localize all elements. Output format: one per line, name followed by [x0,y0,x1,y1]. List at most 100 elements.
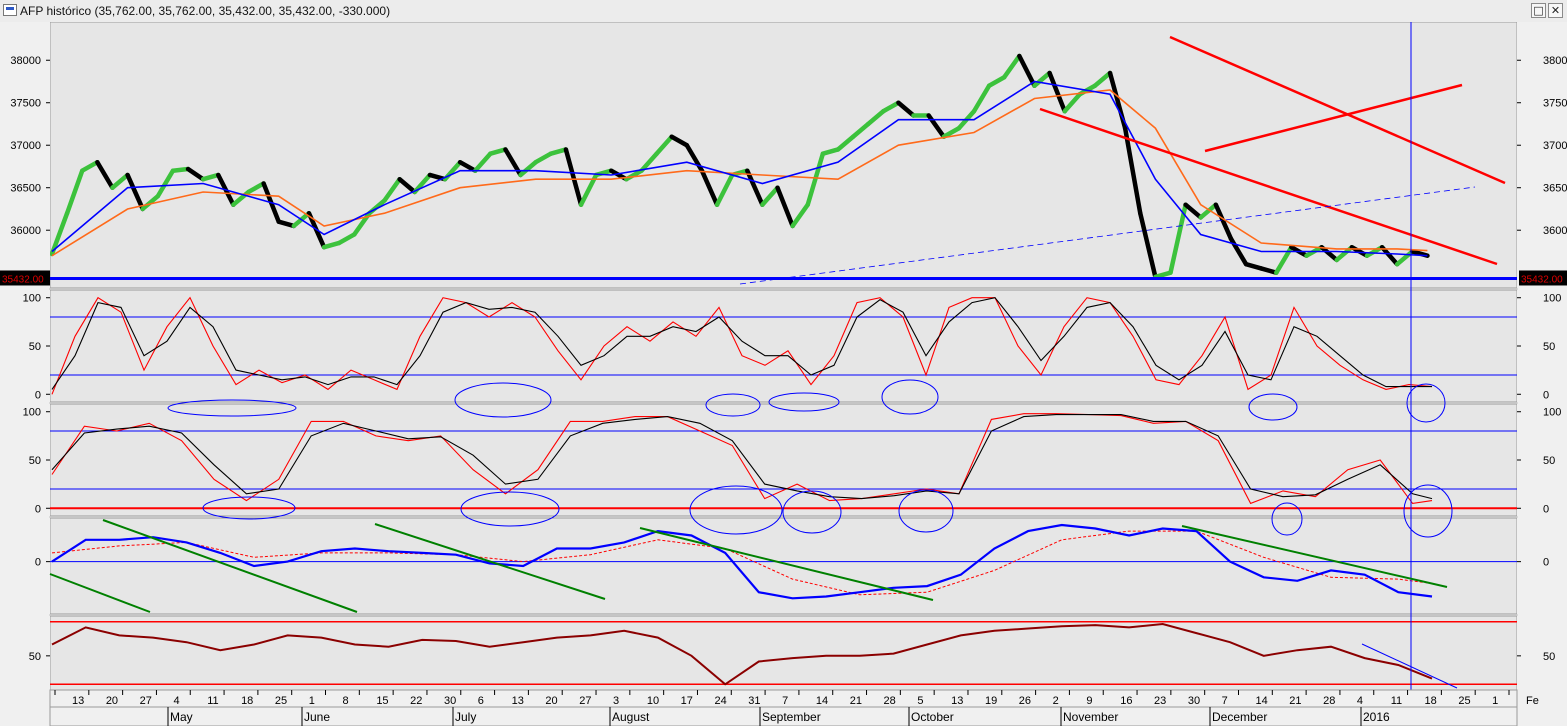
macd-trendline-1 [49,573,151,613]
xtick-label: 13 [72,695,84,707]
left-axis-0 [0,22,50,288]
ytick-label-right: 0 [1543,389,1549,401]
price-segment [79,159,100,173]
left-axis-2 [0,404,50,516]
price-segment [125,172,145,212]
price-segment [200,172,221,182]
price-segment [50,210,70,257]
stoch-fast-ellipse [1248,393,1298,421]
xtick-label: 1 [1492,695,1498,707]
ytick-label-right: 100 [1543,293,1561,305]
price-segment [488,147,508,156]
maximize-button[interactable]: □ [1531,3,1546,18]
ytick-label-right: 36500 [1543,183,1567,195]
xtick-label: 13 [512,695,524,707]
right-axis-0 [1517,22,1567,288]
price-segment [1183,202,1203,220]
ma_fast-line [51,80,1428,257]
xtick-label: 25 [275,695,287,707]
stoch-slow-ellipse [460,491,560,527]
left-axis-3 [0,518,50,614]
macd-line [51,523,1433,600]
stoch-fast-ellipse [167,399,297,417]
xtick-label: 11 [1391,695,1402,707]
price-segment [1213,202,1234,241]
ytick-label-right: 38000 [1543,55,1567,67]
ytick-label-right: 50 [1543,455,1555,467]
ytick-label-right: 37000 [1543,140,1567,152]
price-segment [110,172,130,190]
ytick-label-left: 37000 [10,140,41,152]
time-axis [49,689,1518,726]
price-segment [1032,70,1052,88]
xtick-label: 4 [1357,695,1363,707]
right-axis-4 [1517,616,1567,690]
ohlc-readout: (35,762.00, 35,762.00, 35,432.00, 35,432… [94,4,391,18]
stoch-fast-ellipse [1406,383,1446,423]
ytick-label-right: 50 [1543,341,1555,353]
price-segment [881,100,901,114]
close-button[interactable]: ✕ [1548,3,1563,18]
xtick-label: 19 [985,695,997,707]
price-segment [276,219,297,229]
price-tag-left [0,270,50,286]
price-segment [548,147,569,156]
price-segment [986,74,1007,88]
xtick-label: 31 [748,695,760,707]
rsi-trendline [1361,643,1458,689]
month-label: July [455,710,476,724]
month-label: May [170,710,193,724]
stoch-slow-ellipse [1403,484,1453,538]
price-segment [336,232,357,246]
window-chart-icon [3,4,17,16]
price-segment [835,134,856,152]
xtick-label: 27 [140,695,152,707]
month-label: October [911,710,954,724]
price-segment [639,151,659,173]
xtick-label: 6 [478,695,484,707]
trend-channel-line-2 [1204,83,1463,153]
price-segment [1168,202,1188,275]
right-axis-1 [1517,290,1567,402]
price-segment [971,83,992,114]
chart-canvas: 3600036000365003650037000370003750037500… [0,22,1567,726]
price-segment [170,166,191,173]
xtick-label: 13 [951,695,963,707]
ytick-label-right: 0 [1543,557,1549,569]
xtick-label: 9 [1086,695,1092,707]
dashed-trendline [739,186,1476,285]
ytick-label-right: 37500 [1543,98,1567,110]
stoch-1-k-line [51,296,1433,395]
ytick-label-left: 0 [35,389,41,401]
price-segment [1319,244,1340,263]
price-segment [714,172,735,207]
price-segment [699,168,720,207]
trend-channel-line-0 [1039,107,1498,266]
xtick-label: 1 [309,695,315,707]
price-segment [1394,249,1415,267]
panel-1-bg [49,289,1518,403]
xtick-label: 3 [613,695,619,707]
xtick-label: 26 [1019,695,1031,707]
price-segment [563,147,584,207]
price-segment [64,168,85,216]
month-label: June [304,710,330,724]
stoch-fast-ellipse [454,382,552,418]
stoch-fast-ellipse [881,379,939,415]
xtick-label: 16 [1120,695,1132,707]
macd-signal-line [51,530,1433,596]
price-tag-right-text: 35432.00 [1521,274,1563,285]
price-segment [1001,53,1022,80]
xtick-label: 2 [1053,695,1059,707]
xtick-label: 18 [1425,695,1437,707]
price-tag-right [1519,270,1567,286]
price-segment [1198,202,1219,220]
xtick-label: 10 [647,695,659,707]
price-segment [382,176,402,203]
price-segment [745,168,765,207]
xtick-label: 14 [1255,695,1267,707]
stoch-slow-ellipse [202,496,296,520]
window-title: AFP histórico [20,4,92,18]
xtick-label: 8 [343,695,349,707]
xtick-label: Fe [1526,695,1539,707]
